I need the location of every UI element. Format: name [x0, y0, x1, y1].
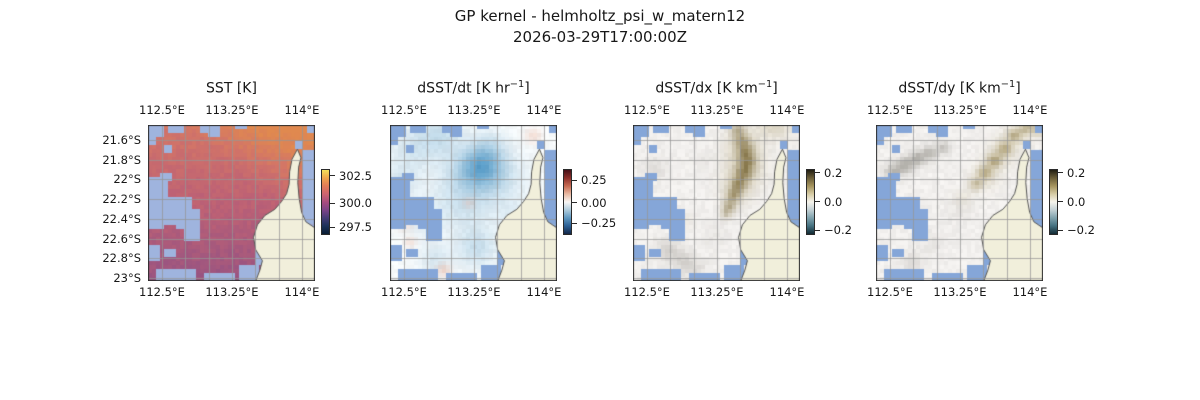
colorbar-tick-label: −0.2: [824, 223, 852, 238]
colorbar-tickmark: [330, 226, 335, 228]
x-tick-label: 113.25°E: [933, 103, 987, 117]
panel-title-sst: SST [K]: [148, 79, 315, 97]
y-tick-label: 22.6°S: [102, 231, 141, 246]
y-tick-label: 22.4°S: [102, 211, 141, 226]
colorbar-dsst-dt: [563, 169, 572, 235]
colorbar-tickmark: [572, 222, 577, 224]
colorbar-tickmark: [815, 172, 820, 174]
x-tick-label: 113.25°E: [447, 285, 501, 299]
colorbar-dsst-dx: [806, 169, 815, 235]
x-tick-label: 113.25°E: [690, 285, 744, 299]
colorbar-tick-label: 0.2: [824, 165, 843, 180]
x-tick-label: 112.5°E: [624, 103, 670, 117]
colorbar-tickmark: [815, 229, 820, 231]
sst-map-canvas: [148, 125, 315, 281]
panel-title-exponent: −1: [1000, 79, 1016, 90]
x-tick-label: 113.25°E: [205, 103, 259, 117]
x-tick-label: 114°E: [769, 285, 805, 299]
x-tick-label: 113.25°E: [205, 285, 259, 299]
colorbar-tickmark: [572, 202, 577, 204]
x-tick-label: 112.5°E: [139, 103, 185, 117]
colorbar-tick-label: 0.25: [581, 173, 607, 188]
x-tick-label: 114°E: [526, 285, 562, 299]
x-tick-label: 114°E: [769, 103, 805, 117]
x-tick-label: 112.5°E: [867, 103, 913, 117]
colorbar-tick-label: 0.2: [1067, 165, 1086, 180]
figure-title: GP kernel - helmholtz_psi_w_matern12 202…: [0, 6, 1200, 48]
y-tick-label: 22.8°S: [102, 251, 141, 266]
x-tick-label: 112.5°E: [139, 285, 185, 299]
dsst-dt-map-canvas: [390, 125, 557, 281]
x-tick-label: 114°E: [284, 103, 320, 117]
colorbar-tick-label: 0.00: [581, 195, 607, 210]
x-tick-label: 113.25°E: [690, 103, 744, 117]
colorbar-tickmark: [572, 179, 577, 181]
colorbar-dsst-dy: [1049, 169, 1058, 235]
y-tick-label: 22.2°S: [102, 192, 141, 207]
x-tick-label: 114°E: [1012, 285, 1048, 299]
colorbar-tickmark: [1058, 229, 1063, 231]
colorbar-tick-label: 300.0: [339, 196, 372, 211]
panel-title-exponent: −1: [509, 79, 525, 90]
x-tick-label: 114°E: [1012, 103, 1048, 117]
dsst-dx-map-canvas: [633, 125, 800, 281]
colorbar-sst: [321, 169, 330, 235]
x-tick-label: 113.25°E: [447, 103, 501, 117]
panel-title-text: dSST/dy [K km: [898, 80, 1001, 97]
colorbar-tickmark: [1058, 201, 1063, 202]
panel-dsst-dy: dSST/dy [K km−1] 112.5°E 113.25°E 114°E …: [867, 0, 1116, 400]
panel-title-text: dSST/dx [K km: [655, 80, 758, 97]
colorbar-tickmark: [815, 201, 820, 202]
panel-title-text: ]: [524, 80, 530, 97]
dsst-dy-map-canvas: [876, 125, 1043, 281]
panel-title-text: dSST/dt [K hr: [417, 80, 510, 97]
x-tick-label: 112.5°E: [867, 285, 913, 299]
y-tick-label: 23°S: [113, 271, 141, 286]
x-tick-label: 112.5°E: [381, 285, 427, 299]
y-tick-label: 21.6°S: [102, 132, 141, 147]
colorbar-tick-label: 0.0: [824, 194, 843, 209]
panel-title-dsst-dx: dSST/dx [K km−1]: [633, 79, 800, 97]
y-tick-label: 21.8°S: [102, 152, 141, 167]
x-tick-label: 112.5°E: [624, 285, 670, 299]
colorbar-tickmark: [330, 202, 335, 204]
panel-sst: SST [K] 112.5°E 113.25°E 114°E 112.5°E 1…: [139, 0, 388, 400]
panel-title-exponent: −1: [757, 79, 773, 90]
panel-title-text: ]: [1015, 80, 1021, 97]
figure-title-line2: 2026-03-29T17:00:00Z: [513, 28, 687, 46]
colorbar-tick-label: 297.5: [339, 220, 372, 235]
panel-title-text: ]: [772, 80, 778, 97]
colorbar-tick-label: −0.2: [1067, 223, 1095, 238]
colorbar-tick-label: 302.5: [339, 168, 372, 183]
colorbar-tickmark: [1058, 172, 1063, 174]
figure-title-line1: GP kernel - helmholtz_psi_w_matern12: [454, 7, 746, 25]
panel-title-text: SST [K]: [206, 80, 257, 97]
panel-dsst-dx: dSST/dx [K km−1] 112.5°E 113.25°E 114°E …: [624, 0, 873, 400]
panel-dsst-dt: dSST/dt [K hr−1] 112.5°E 113.25°E 114°E …: [381, 0, 630, 400]
y-tick-label: 22°S: [113, 172, 141, 187]
panel-title-dsst-dy: dSST/dy [K km−1]: [876, 79, 1043, 97]
colorbar-tick-label: −0.25: [581, 216, 617, 231]
x-tick-label: 114°E: [526, 103, 562, 117]
colorbar-tickmark: [330, 175, 335, 177]
colorbar-tick-label: 0.0: [1067, 194, 1086, 209]
panel-title-dsst-dt: dSST/dt [K hr−1]: [390, 79, 557, 97]
x-tick-label: 112.5°E: [381, 103, 427, 117]
x-tick-label: 113.25°E: [933, 285, 987, 299]
x-tick-label: 114°E: [284, 285, 320, 299]
